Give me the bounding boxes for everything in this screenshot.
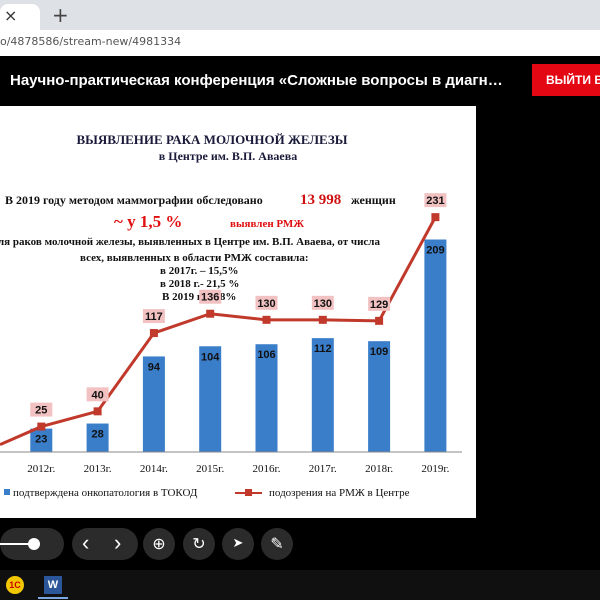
line-point bbox=[37, 422, 46, 431]
bar bbox=[368, 341, 391, 452]
line-label-box bbox=[311, 295, 334, 310]
volume-track[interactable] bbox=[0, 543, 38, 545]
zoom-icon[interactable]: ⊕ bbox=[143, 528, 175, 560]
stat-number: 13 998 bbox=[300, 192, 341, 208]
bar-value-label: 112 bbox=[314, 343, 332, 355]
rotate-icon[interactable]: ↻ bbox=[183, 528, 215, 560]
slide-canvas: ВЫЯВЛЕНИЕ РАКА МОЛОЧНОЙ ЖЕЛЕЗЫ в Центре … bbox=[0, 132, 462, 499]
share-line1: ля раков молочной железы, выявленных в Ц… bbox=[0, 236, 380, 248]
share-line2: всех, выявленных в области РМЖ составила… bbox=[80, 252, 309, 264]
address-url[interactable]: o/4878586/stream-new/4981334 bbox=[0, 35, 182, 48]
stat-prefix: В 2019 году методом маммографии обследов… bbox=[5, 193, 263, 207]
line-point bbox=[206, 309, 215, 318]
conference-title: Научно-практическая конференция «Сложные… bbox=[10, 72, 503, 89]
player-controls: ‹ › ⊕ ↻ ➤ ✎ bbox=[0, 518, 600, 570]
bar-value-label: 109 bbox=[370, 346, 388, 358]
bar-value-label: 104 bbox=[201, 351, 220, 363]
line-value-label: 231 bbox=[426, 195, 444, 207]
bar bbox=[424, 239, 447, 452]
exit-button[interactable]: ВЫЙТИ В З bbox=[532, 64, 600, 96]
legend-label-line: подозрения на РМЖ в Центре bbox=[269, 487, 410, 499]
share-2017: в 2017г. – 15,5% bbox=[160, 265, 238, 277]
x-tick-label: 2014г. bbox=[140, 463, 168, 475]
x-tick-label: 2017г. bbox=[309, 463, 337, 475]
nav-group: ‹ › bbox=[72, 528, 138, 560]
line-label-box bbox=[86, 387, 109, 402]
line-point bbox=[431, 213, 440, 222]
legend-label-bars: подтверждена онкопатология в ТОКОД bbox=[13, 487, 198, 499]
line-value-label: 25 bbox=[35, 405, 47, 417]
line-label-box bbox=[255, 295, 278, 310]
percent-label: выявлен РМЖ bbox=[230, 218, 304, 230]
line-value-label: 129 bbox=[370, 299, 388, 311]
chart: 23 28 94 104 106 112 109 209 25 40 117 136 130 130 129… bbox=[0, 193, 462, 475]
bar bbox=[199, 346, 222, 452]
line-point bbox=[149, 329, 158, 338]
new-tab-button[interactable]: + bbox=[52, 3, 69, 27]
slide-title-line1: ВЫЯВЛЕНИЕ РАКА МОЛОЧНОЙ ЖЕЛЕЗЫ bbox=[76, 132, 347, 147]
presentation-slide: ВЫЯВЛЕНИЕ РАКА МОЛОЧНОЙ ЖЕЛЕЗЫ в Центре … bbox=[0, 106, 476, 518]
bar-value-label: 209 bbox=[426, 245, 444, 257]
browser-tab-bar: × + bbox=[0, 0, 600, 30]
bar bbox=[311, 338, 334, 452]
slide-title-line2: в Центре им. В.П. Аваева bbox=[159, 149, 297, 163]
pointer-icon[interactable]: ➤ bbox=[222, 528, 254, 560]
x-tick-label: 2015г. bbox=[196, 463, 224, 475]
line-value-label: 136 bbox=[201, 292, 219, 304]
legend-swatch-line bbox=[245, 489, 252, 496]
bar-value-label: 28 bbox=[91, 429, 103, 441]
line-point bbox=[375, 316, 384, 325]
x-tick-label: 2019г. bbox=[421, 463, 449, 475]
bar bbox=[255, 344, 278, 452]
bar bbox=[30, 428, 53, 452]
browser-tab[interactable]: × bbox=[0, 4, 40, 30]
stat-suffix: женщин bbox=[351, 193, 396, 207]
x-tick-label: 2013г. bbox=[84, 463, 112, 475]
share-2019: В 2019 г. – 28% bbox=[162, 291, 236, 303]
line-value-label: 130 bbox=[314, 298, 332, 310]
line-point bbox=[318, 315, 327, 324]
bar bbox=[86, 423, 109, 452]
line-label-box bbox=[30, 402, 53, 417]
prev-slide-icon[interactable]: ‹ bbox=[82, 530, 90, 555]
share-2018: в 2018 г.- 21,5 % bbox=[160, 278, 239, 290]
address-bar[interactable]: o/4878586/stream-new/4981334 bbox=[0, 30, 600, 57]
next-slide-icon[interactable]: › bbox=[114, 530, 122, 555]
close-tab-icon[interactable]: × bbox=[4, 6, 18, 25]
word-app-icon[interactable]: W bbox=[44, 576, 62, 594]
line-value-label: 130 bbox=[257, 298, 275, 310]
volume-thumb[interactable] bbox=[28, 538, 40, 550]
volume-slider[interactable] bbox=[0, 528, 64, 560]
line-label-box bbox=[199, 289, 222, 304]
legend-swatch-bars bbox=[4, 489, 10, 495]
stream-header: Научно-практическая конференция «Сложные… bbox=[0, 56, 600, 106]
line-value-label: 40 bbox=[91, 389, 103, 401]
x-tick-label: 2018г. bbox=[365, 463, 393, 475]
percent-value: ~ у 1,5 % bbox=[114, 212, 182, 231]
bar-value-label: 94 bbox=[148, 361, 161, 373]
bar-value-label: 106 bbox=[257, 349, 275, 361]
active-app-indicator bbox=[38, 597, 68, 599]
onec-app-icon[interactable]: 1С bbox=[6, 576, 24, 594]
line-label-box bbox=[424, 193, 447, 208]
brush-icon[interactable]: ✎ bbox=[261, 528, 293, 560]
bar-value-label: 23 bbox=[35, 434, 47, 446]
line-label-box bbox=[368, 296, 391, 311]
line-point bbox=[262, 315, 271, 324]
line-point bbox=[93, 407, 102, 416]
line-value-label: 117 bbox=[145, 311, 163, 323]
line-label-box bbox=[142, 309, 165, 324]
taskbar: 1С W bbox=[0, 570, 600, 600]
x-tick-label: 2012г. bbox=[27, 463, 55, 475]
bar bbox=[142, 356, 165, 452]
x-tick-label: 2016г. bbox=[252, 463, 280, 475]
